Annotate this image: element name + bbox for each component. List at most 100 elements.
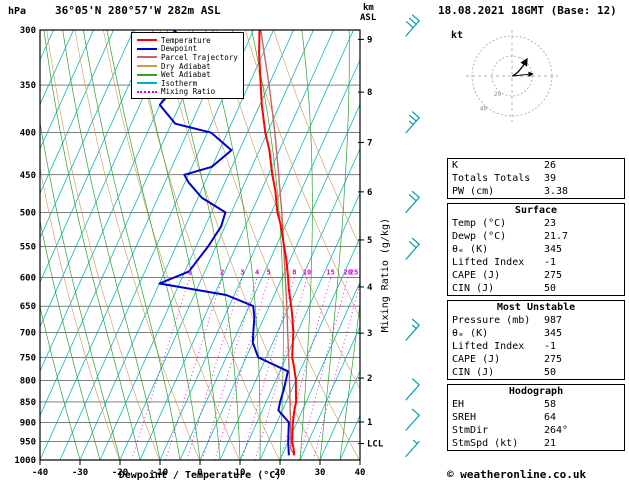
table-row: Lifted Index -1 (448, 340, 624, 353)
table-row: EH 58 (448, 398, 624, 411)
hodograph-unit-label: kt (451, 30, 464, 41)
hodograph-ring (471, 35, 553, 117)
table-row: StmSpd (kt) 21 (448, 437, 624, 450)
dry-adiabat-line (244, 30, 360, 319)
wet-adiabat-line (40, 120, 121, 460)
row-value: 264° (544, 425, 569, 436)
legend-item: Dewpoint (137, 44, 238, 53)
isotherm-line (259, 236, 360, 460)
row-label: CAPE (J) (452, 354, 501, 365)
wet-adiabat-line (40, 305, 81, 460)
table-row: Totals Totals 39 (448, 172, 624, 185)
dry-adiabat-line (74, 30, 200, 460)
table-row: CAPE (J) 275 (448, 269, 624, 282)
legend-line-sample (137, 47, 157, 50)
x-axis-title: Dewpoint / Temperature (°C) (118, 470, 282, 481)
dry-adiabat-line (273, 30, 360, 247)
legend-label: Parcel Trajectory (161, 52, 238, 62)
plot-area (40, 30, 360, 460)
temp-tick-label: 30 (315, 468, 326, 478)
indices-surface-header: Surface (514, 205, 558, 216)
km-tick-label: LCL (367, 440, 384, 450)
indices-surface: Surface Temp (°C) 23 Dewp (°C) 21.7 θₑ (K) 345… (447, 203, 625, 296)
table-row: θₑ (K) 345 (448, 327, 624, 340)
mixing-ratio-value-label: 15 (326, 269, 334, 277)
mixing-ratio-line (131, 277, 191, 460)
mixing-ratio-value-label: 1 (188, 269, 192, 277)
isotherm-line (119, 30, 314, 460)
row-value: 21.7 (544, 231, 569, 242)
temp-tick-label: -20 (112, 468, 128, 478)
dry-adiabat-line (188, 30, 360, 460)
indices-hodograph: Hodograph EH 58 SREH 64 StmDir 264° StmSpd (kt)… (447, 384, 625, 451)
wind-barb (405, 111, 420, 134)
pressure-tick-label: 650 (20, 302, 36, 312)
isotherm-line (299, 325, 360, 460)
row-label: Totals Totals (452, 173, 531, 184)
isotherm-line (59, 30, 254, 460)
isotherm-line (40, 30, 94, 150)
wet-adiabat-line (106, 30, 201, 460)
legend-item: Temperature (137, 36, 238, 45)
isotherm-line (219, 147, 360, 460)
mixing-ratio-value-label: 25 (350, 269, 358, 277)
table-row: CIN (J) 50 (448, 282, 624, 295)
mixing-ratio-value-label: 20 (344, 269, 352, 277)
pressure-tick-label: 950 (20, 438, 36, 448)
row-label: SREH (452, 412, 477, 423)
km-tick-label: 2 (367, 374, 372, 384)
indices-panel: K 26 Totals Totals 39 PW (cm) 3.38 Surface Temp… (447, 158, 625, 455)
isotherm-line (319, 370, 360, 460)
pressure-tick-label: 600 (20, 274, 36, 284)
pressure-tick-label: 750 (20, 353, 36, 363)
row-label: CIN (J) (452, 367, 495, 378)
pressure-tick-label: 350 (20, 81, 36, 91)
copyright: © weatheronline.co.uk (447, 468, 587, 481)
row-value: 275 (544, 354, 563, 365)
row-value: 64 (544, 412, 557, 423)
wind-barb (405, 190, 420, 214)
row-value: 275 (544, 270, 563, 281)
mixing-ratio-axis-label: Mixing Ratio (g/kg) (380, 218, 391, 333)
table-row: CIN (J) 50 (448, 366, 624, 379)
date-title: 18.08.2021 18GMT (Base: 12) (438, 4, 617, 17)
row-label: θₑ (K) (452, 244, 489, 255)
mixing-ratio-line (165, 277, 223, 460)
station-title: 36°05'N 280°57'W 282m ASL (55, 4, 221, 17)
isotherm-line (79, 30, 274, 460)
wet-adiabat-line (43, 30, 141, 460)
legend-line-sample (137, 56, 157, 59)
parcel-trajectory-curve (260, 30, 295, 456)
row-label: StmDir (452, 425, 489, 436)
row-value: 345 (544, 328, 563, 339)
temp-tick-label: -10 (152, 468, 168, 478)
legend-item: Parcel Trajectory (137, 53, 238, 62)
wet-adiabat-line (62, 30, 161, 460)
pressure-tick-label: 900 (20, 418, 36, 428)
km-tick-label: 7 (367, 138, 372, 148)
row-label: θₑ (K) (452, 328, 489, 339)
km-tick-label: 3 (367, 329, 372, 339)
legend-line-sample (137, 82, 157, 85)
isotherm-line (199, 103, 360, 460)
wind-barb (405, 408, 420, 431)
isotherm-line (139, 30, 334, 460)
table-row: Dewp (°C) 21.7 (448, 230, 624, 243)
altitude-unit-km-label: km (363, 3, 374, 13)
indices-most-unstable: Most Unstable Pressure (mb) 987 θₑ (K) 345 Li… (447, 300, 625, 380)
wet-adiabat-line (319, 30, 350, 460)
row-label: Lifted Index (452, 341, 525, 352)
legend-line-sample (137, 73, 157, 76)
row-value: 26 (544, 160, 557, 171)
legend-label: Temperature (161, 35, 211, 45)
legend: Temperature Dewpoint Parcel Trajectory Dry … (131, 32, 244, 100)
dewpoint-curve (158, 30, 290, 456)
wet-adiabat-line (83, 30, 181, 460)
isotherm-line (40, 30, 234, 460)
dry-adiabat-line (46, 30, 160, 460)
wind-barb (405, 237, 420, 260)
hodograph-ring-label: 20 (494, 91, 502, 98)
pressure-tick-label: 400 (20, 129, 36, 139)
